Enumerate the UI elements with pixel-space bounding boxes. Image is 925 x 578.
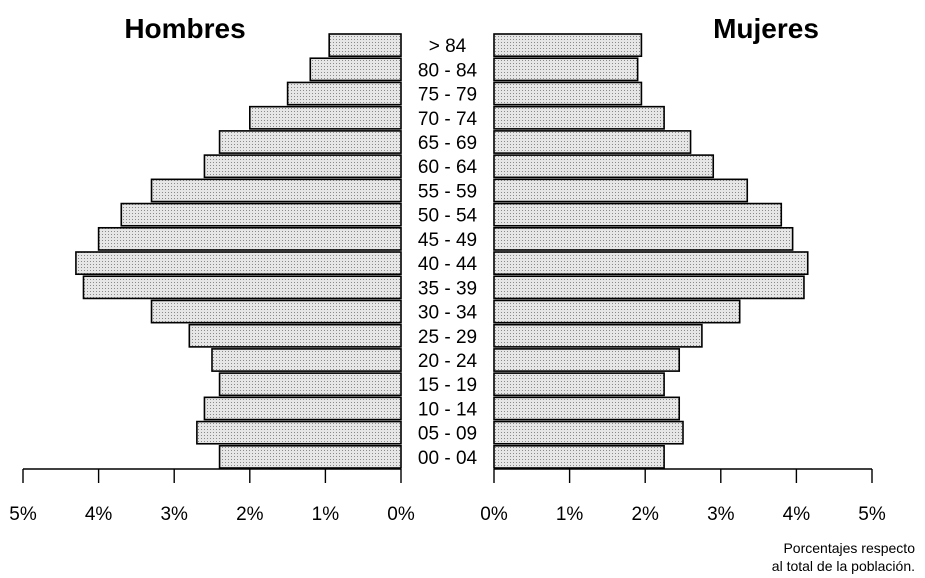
bar-women-3 [493,372,665,397]
tick-label-women-4: 4% [783,504,811,525]
age-group-labels: 00 - 04 05 - 09 10 - 14 15 - 19 20 - 24 25 - … [418,36,478,469]
x-axes: 0% 0% 1% 1% 2% 2% 3% 3% 4% 4% 5% 5% [9,468,886,525]
bar-women-14 [493,105,665,130]
age-label-5: 25 - 29 [418,327,477,348]
bar-men-7 [82,275,402,300]
bar-women-7 [493,275,805,300]
age-label-14: 70 - 74 [418,109,478,130]
age-label-13: 65 - 69 [418,133,477,154]
bar-men-2 [203,396,402,421]
bar-men-10 [120,202,402,227]
age-label-15: 75 - 79 [418,85,477,106]
bar-men-9 [97,226,402,251]
bar-men-6 [150,299,402,324]
axis-note: Porcentajes respecto al total de la pobl… [772,539,915,575]
age-label-10: 50 - 54 [418,206,478,227]
bar-women-13 [493,130,692,154]
bar-women-10 [493,202,783,227]
age-label-11: 55 - 59 [418,181,477,202]
tick-label-women-5: 5% [858,504,886,525]
tick-label-women-3: 3% [707,504,735,525]
age-label-2: 10 - 14 [418,399,478,420]
bar-men-14 [249,105,402,130]
bars-men [75,33,402,469]
tick-label-men-3: 3% [160,504,188,525]
bar-women-15 [493,81,643,106]
bar-men-5 [188,323,402,348]
age-label-1: 05 - 09 [418,424,477,445]
tick-label-women-1: 1% [556,504,584,525]
tick-label-women-2: 2% [631,504,659,525]
age-label-7: 35 - 39 [418,278,477,299]
bar-men-3 [218,372,402,397]
bar-men-17 [328,33,402,58]
tick-label-men-1: 1% [312,504,340,525]
bar-women-12 [493,154,715,179]
bar-women-5 [493,323,703,348]
age-label-12: 60 - 64 [418,157,478,178]
title-women: Mujeres [713,13,819,44]
tick-label-men-2: 2% [236,504,264,525]
bar-men-1 [196,420,402,445]
bar-men-0 [218,444,402,469]
tick-label-women-0: 0% [480,504,508,525]
tick-label-men-0: 0% [387,504,415,525]
bar-women-17 [493,33,643,58]
bar-men-8 [75,251,402,276]
bar-men-4 [211,348,402,372]
bar-women-4 [493,348,681,372]
tick-label-men-5: 5% [9,504,37,525]
bar-women-8 [493,251,809,276]
bar-women-6 [493,299,741,324]
age-label-6: 30 - 34 [418,303,478,324]
age-label-9: 45 - 49 [418,230,477,251]
age-label-17: > 84 [429,36,467,57]
tick-label-men-4: 4% [85,504,113,525]
bar-men-16 [309,57,402,82]
bar-men-11 [150,178,402,203]
bar-women-11 [493,178,749,203]
bar-men-13 [218,130,402,154]
title-men: Hombres [124,13,245,44]
bar-men-12 [203,154,402,179]
bars-women [493,33,809,469]
bar-women-2 [493,396,681,421]
axis-note-line-1: Porcentajes respecto [783,540,915,556]
axis-note-line-2: al total de la población. [771,558,915,574]
bar-women-16 [493,57,639,82]
bar-men-15 [286,81,402,106]
bar-women-1 [493,420,684,445]
age-label-0: 00 - 04 [418,448,478,469]
age-label-3: 15 - 19 [418,375,477,396]
age-label-16: 80 - 84 [418,60,478,81]
age-label-8: 40 - 44 [418,254,478,275]
age-label-4: 20 - 24 [418,351,478,372]
bar-women-0 [493,444,665,469]
bar-women-9 [493,226,794,251]
